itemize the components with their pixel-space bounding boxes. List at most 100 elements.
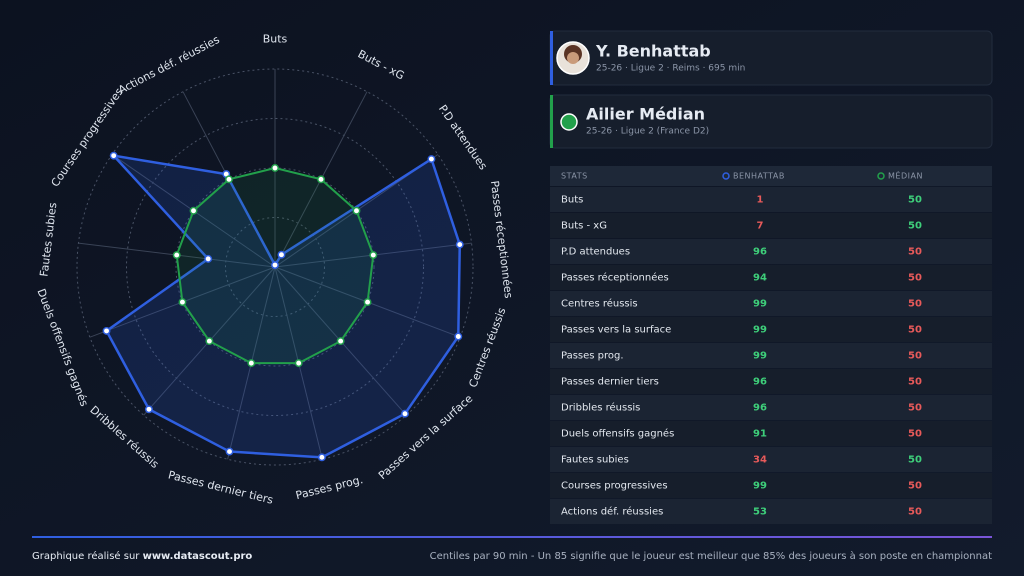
median-value: 50 — [908, 221, 922, 232]
player-value: 7 — [757, 221, 764, 232]
row-label: Buts — [561, 195, 583, 206]
radar-point — [247, 359, 256, 368]
median-value: 50 — [908, 481, 922, 492]
row-label: P.D attendues — [561, 247, 630, 258]
radar-area — [104, 153, 462, 459]
median-value: 50 — [908, 351, 922, 362]
radar-point — [336, 337, 345, 346]
card-accent — [550, 31, 553, 85]
player-value: 96 — [753, 377, 767, 388]
median-value: 50 — [908, 299, 922, 310]
radar-point — [277, 250, 286, 259]
table-row — [550, 343, 992, 368]
table-row — [550, 265, 992, 290]
radar-point — [178, 298, 187, 307]
player-value: 99 — [753, 351, 767, 362]
radar-point — [271, 261, 279, 269]
reference-dot — [560, 113, 578, 131]
table-header — [550, 166, 992, 186]
table-row — [550, 369, 992, 394]
table-row — [550, 187, 992, 212]
legend-dot — [877, 172, 885, 180]
radar-point — [294, 359, 303, 368]
table-row — [550, 239, 992, 264]
radar-point — [205, 337, 214, 346]
row-label: Duels offensifs gagnés — [561, 428, 674, 440]
row-label: Passes vers la surface — [561, 325, 671, 336]
stats-table: STATS Benhattab Médian Buts 1 50 Buts - xG 7 50… — [550, 166, 992, 524]
radar-point — [225, 175, 233, 184]
player-value: 99 — [753, 299, 767, 310]
median-value: 50 — [908, 377, 922, 388]
header-stats: STATS — [561, 172, 588, 181]
radar-point — [455, 240, 464, 249]
player-value: 1 — [757, 195, 764, 206]
table-row — [550, 291, 992, 316]
footer-note: Centiles par 90 min - Un 85 signifie que… — [430, 550, 992, 562]
median-value: 50 — [908, 273, 922, 284]
credit-site: www.datascout.pro — [143, 551, 253, 562]
player-value: 53 — [753, 507, 767, 518]
credit-prefix: Graphique réalisé sur — [32, 550, 143, 562]
legend-label: Médian — [888, 170, 923, 181]
reference-name: Ailier Médian — [586, 105, 705, 124]
table-row — [550, 447, 992, 472]
row-label: Buts - xG — [561, 221, 607, 232]
table-row — [550, 421, 992, 446]
row-label: Actions déf. réussies — [561, 506, 663, 518]
median-value: 50 — [908, 325, 922, 336]
row-label: Fautes subies — [561, 455, 629, 466]
footer-credit: Graphique réalisé sur www.datascout.pro — [32, 550, 252, 562]
player-value: 94 — [753, 273, 767, 284]
median-value: 50 — [908, 507, 922, 518]
median-value: 50 — [908, 195, 922, 206]
row-label: Centres réussis — [561, 298, 638, 310]
grid-ring — [126, 118, 424, 416]
player-value: 34 — [753, 455, 767, 466]
grid-ring — [76, 68, 474, 466]
row-label: Courses progressives — [561, 481, 668, 492]
table-row — [550, 473, 992, 498]
table-row — [550, 499, 992, 524]
radar-point — [427, 155, 436, 163]
card-accent — [550, 95, 553, 148]
radar-point — [189, 206, 198, 215]
player-value: 91 — [753, 429, 767, 440]
table-row — [550, 395, 992, 420]
radar-point — [317, 453, 326, 462]
axis-label: Buts — [263, 32, 288, 45]
reference-info: 25-26 · Ligue 2 (France D2) — [586, 127, 709, 137]
row-label: Dribbles réussis — [561, 402, 640, 414]
player-value: 99 — [753, 325, 767, 336]
radar-point — [271, 164, 279, 172]
legend-dot — [722, 172, 730, 180]
radar-point — [102, 326, 111, 335]
avatar-face — [567, 52, 579, 64]
player-info: 25-26 · Ligue 2 · Reims · 695 min — [596, 64, 745, 74]
player-value: 96 — [753, 247, 767, 258]
radar-point — [109, 151, 118, 160]
radar-point — [145, 405, 153, 414]
radar-point — [172, 251, 181, 260]
table-row — [550, 317, 992, 342]
radar-point — [317, 175, 325, 184]
radar-point — [401, 409, 409, 418]
radar-point — [369, 251, 378, 260]
median-value: 50 — [908, 455, 922, 466]
table-row — [550, 213, 992, 238]
row-label: Passes prog. — [561, 351, 624, 362]
player-value: 99 — [753, 481, 767, 492]
radar-point — [363, 298, 372, 307]
median-value: 50 — [908, 247, 922, 258]
row-label: Passes réceptionnées — [561, 272, 669, 284]
radar-point — [352, 206, 361, 215]
legend-label: Benhattab — [733, 172, 785, 181]
radar-point — [204, 254, 213, 263]
median-value: 50 — [908, 403, 922, 414]
row-label: Passes dernier tiers — [561, 377, 659, 388]
player-name: Y. Benhattab — [595, 42, 711, 61]
radar-point — [454, 332, 463, 341]
median-value: 50 — [908, 429, 922, 440]
radar-point — [225, 447, 234, 456]
